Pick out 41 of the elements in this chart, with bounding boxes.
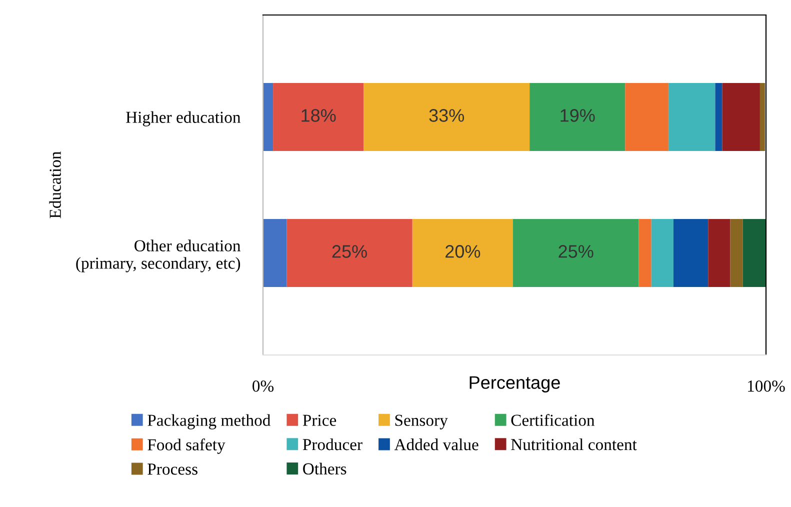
bar bbox=[364, 83, 530, 151]
bar bbox=[286, 219, 412, 287]
bar bbox=[651, 219, 674, 287]
bar bbox=[708, 219, 730, 287]
legend-label: Added value bbox=[394, 438, 478, 450]
y-tick-label: Other education (primary, secondary, etc) bbox=[76, 240, 241, 272]
bar bbox=[673, 219, 708, 287]
legend-label: Others bbox=[303, 462, 346, 474]
bar bbox=[638, 219, 652, 287]
data-label: 20% bbox=[446, 245, 480, 258]
data-label: 25% bbox=[558, 245, 594, 258]
bar bbox=[722, 83, 760, 151]
bar bbox=[263, 219, 287, 287]
legend-label: Price bbox=[302, 414, 336, 426]
bar bbox=[512, 219, 639, 287]
x-tick-label: 100% bbox=[748, 380, 785, 392]
data-label: 25% bbox=[332, 245, 367, 258]
bar bbox=[715, 83, 722, 151]
legend-label: Sensory bbox=[395, 414, 448, 430]
bar bbox=[273, 83, 364, 151]
data-label: 18% bbox=[302, 109, 336, 122]
bar bbox=[742, 219, 766, 287]
y-tick-label: Higher education bbox=[126, 111, 241, 126]
bar bbox=[530, 83, 626, 151]
bar bbox=[760, 83, 765, 151]
x-axis-title: Percentage bbox=[470, 376, 560, 392]
legend-label: Packaging method bbox=[148, 414, 271, 430]
bar bbox=[625, 83, 668, 151]
legend-label: Process bbox=[148, 464, 198, 475]
data-label: 19% bbox=[560, 109, 595, 122]
y-axis-title: Education bbox=[49, 151, 61, 218]
bar bbox=[730, 219, 743, 287]
data-label: 33% bbox=[429, 109, 464, 122]
legend-label: Producer bbox=[302, 438, 362, 450]
legend-label: Food safety bbox=[148, 438, 226, 454]
bar bbox=[263, 83, 274, 151]
x-tick-label: 0% bbox=[252, 380, 274, 392]
bar bbox=[668, 83, 716, 151]
legend-label: Certification bbox=[511, 414, 595, 426]
bar bbox=[412, 219, 513, 287]
legend-label: Nutritional content bbox=[511, 438, 637, 450]
